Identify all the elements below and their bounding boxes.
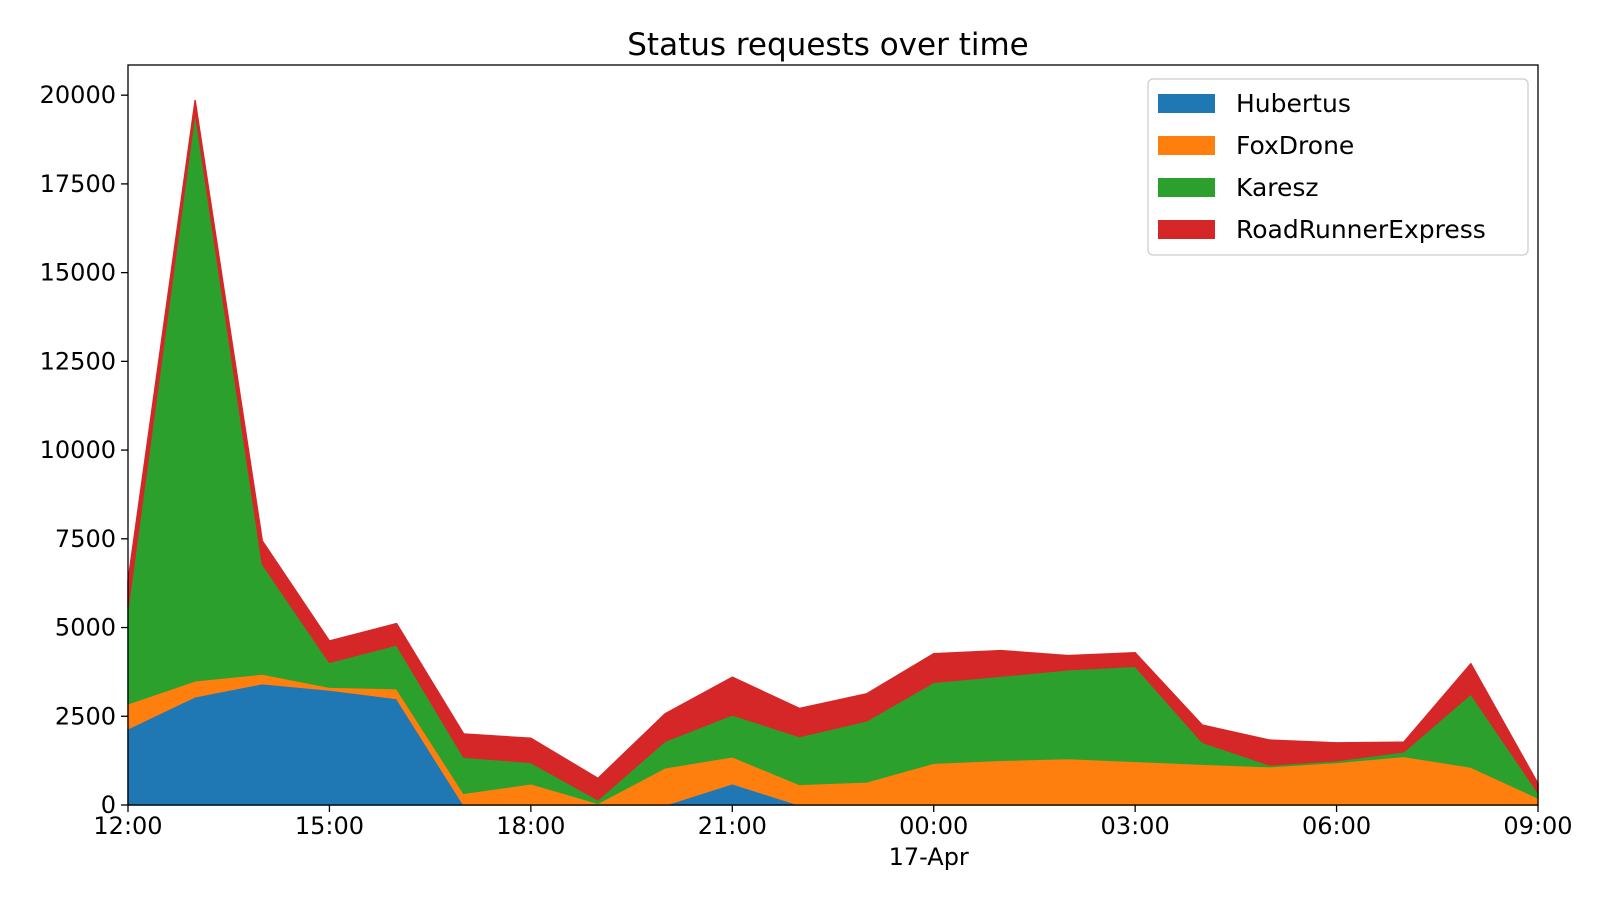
legend-swatch-hubertus bbox=[1158, 94, 1215, 113]
legend-label-hubertus: Hubertus bbox=[1236, 89, 1351, 118]
y-tick-label: 20000 bbox=[40, 81, 116, 109]
x-tick-label: 00:00 bbox=[899, 812, 968, 840]
plot-frame bbox=[127, 64, 1539, 806]
legend-label-karesz: Karesz bbox=[1236, 173, 1319, 202]
x-tick-label: 15:00 bbox=[295, 812, 364, 840]
y-tick-label: 7500 bbox=[55, 525, 116, 553]
y-tick-label: 10000 bbox=[40, 436, 116, 464]
x-tick-label: 09:00 bbox=[1503, 812, 1572, 840]
x-tick-label: 21:00 bbox=[698, 812, 767, 840]
y-axis: 0 2500 5000 7500 10000 12500 15000 17500 20000 bbox=[40, 81, 128, 819]
y-tick-label: 15000 bbox=[40, 259, 116, 287]
y-tick-label: 0 bbox=[101, 791, 116, 819]
chart-title: Status requests over time bbox=[627, 27, 1029, 63]
x-axis: 12:00 15:00 18:00 21:00 00:00 17-Apr 03:00 06:0… bbox=[93, 805, 1573, 871]
x-tick-sublabel: 17-Apr bbox=[889, 843, 969, 871]
y-tick-label: 17500 bbox=[40, 170, 116, 198]
legend-swatch-foxdrone bbox=[1158, 136, 1215, 155]
x-tick-label: 18:00 bbox=[496, 812, 565, 840]
x-tick-label: 03:00 bbox=[1101, 812, 1170, 840]
y-tick-label: 2500 bbox=[55, 702, 116, 730]
legend-box bbox=[1147, 78, 1529, 256]
legend-label-roadrunnerexpress: RoadRunnerExpress bbox=[1236, 215, 1486, 244]
y-tick-label: 5000 bbox=[55, 614, 116, 642]
y-tick-label: 12500 bbox=[40, 347, 116, 375]
legend-label-foxdrone: FoxDrone bbox=[1236, 131, 1354, 160]
x-tick-label: 06:00 bbox=[1302, 812, 1371, 840]
x-tick-label: 12:00 bbox=[93, 812, 162, 840]
legend-swatch-karesz bbox=[1158, 178, 1215, 197]
legend-swatch-roadrunnerexpress bbox=[1158, 220, 1215, 239]
legend: Hubertus FoxDrone Karesz RoadRunnerExpress bbox=[1147, 78, 1529, 256]
